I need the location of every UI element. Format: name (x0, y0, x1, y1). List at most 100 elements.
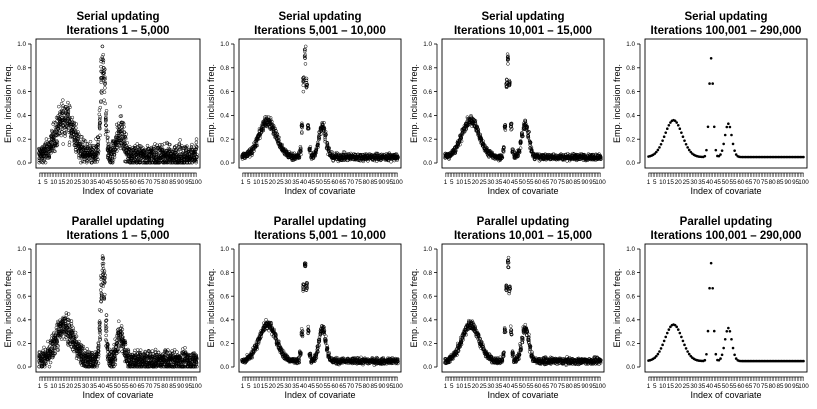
y-tick-label: 0.6 (626, 89, 635, 96)
data-point (723, 133, 727, 137)
data-point (95, 155, 99, 160)
data-point (103, 77, 107, 81)
x-tick-label: 20 (269, 179, 277, 186)
data-point (711, 82, 714, 85)
data-point (162, 160, 167, 165)
x-tick-label: 65 (137, 179, 145, 186)
data-point (253, 143, 257, 148)
y-tick-label: 0.0 (626, 160, 635, 167)
data-point (74, 122, 79, 126)
y-tick-label: 1.0 (17, 41, 26, 48)
data-point (133, 146, 138, 150)
data-point (658, 146, 661, 149)
data-point (93, 149, 97, 154)
data-point (125, 141, 129, 145)
x-tick-label: 15 (58, 179, 66, 186)
data-point (48, 360, 53, 365)
data-point (63, 134, 67, 138)
data-point (61, 120, 65, 125)
data-point (112, 152, 116, 157)
x-tick-label: 65 (137, 383, 145, 390)
data-point (306, 123, 310, 128)
x-tick-label: 5 (653, 179, 657, 186)
data-point (327, 146, 331, 150)
data-point (99, 90, 103, 94)
data-point (102, 98, 106, 102)
data-point (483, 143, 487, 148)
data-points (240, 44, 400, 164)
data-point (304, 76, 309, 81)
x-tick-label: 15 (261, 179, 269, 186)
x-tick-label: 1 (241, 179, 245, 186)
data-point (189, 145, 194, 149)
data-point (96, 145, 100, 149)
data-point (676, 123, 680, 127)
data-point (151, 148, 155, 153)
data-point (158, 148, 162, 152)
data-point (667, 123, 671, 127)
data-point (46, 154, 51, 158)
x-tick-label: 90 (784, 179, 792, 186)
x-tick-label: 40 (706, 179, 714, 186)
chart-title: Serial updating (481, 11, 564, 23)
data-point (49, 141, 53, 145)
data-point (102, 71, 106, 75)
data-point (66, 107, 70, 112)
data-point (730, 133, 733, 137)
y-axis-title: Emp. inclusion freq. (612, 64, 622, 143)
data-point (70, 115, 75, 120)
data-point (268, 116, 273, 120)
data-point (684, 142, 688, 146)
data-point (184, 148, 188, 152)
data-point (304, 78, 309, 83)
data-point (490, 150, 494, 155)
chart-title: Serial updating (278, 11, 361, 23)
x-tick-label: 30 (284, 179, 292, 186)
data-point (70, 120, 75, 124)
data-point (456, 142, 460, 147)
data-point (193, 152, 197, 157)
data-point (106, 153, 111, 157)
data-point (254, 141, 259, 145)
data-point (102, 90, 107, 94)
data-point (97, 122, 102, 127)
x-tick-label: 35 (495, 179, 503, 186)
data-point (728, 125, 732, 129)
data-point (482, 143, 486, 147)
x-tick-label: 20 (675, 179, 683, 186)
data-point (299, 123, 304, 128)
data-point (305, 83, 309, 87)
y-tick-label: 0.4 (423, 113, 432, 120)
data-point (455, 145, 459, 150)
data-point (59, 129, 64, 134)
data-point (47, 364, 52, 369)
data-points (647, 56, 805, 159)
data-point (192, 150, 197, 155)
data-point (662, 135, 666, 139)
data-point (99, 100, 103, 105)
data-point (705, 148, 708, 152)
data-point (664, 131, 668, 134)
data-point (455, 143, 460, 148)
data-point (304, 85, 309, 90)
data-point (457, 139, 462, 144)
data-point (313, 149, 318, 153)
x-tick-label: 35 (90, 179, 98, 186)
x-tick-label: 80 (161, 383, 169, 390)
data-point (137, 148, 141, 153)
y-tick-label: 1.0 (17, 246, 26, 253)
data-point (101, 60, 106, 65)
data-point (686, 146, 689, 149)
x-tick-label: 80 (161, 179, 169, 186)
data-point (55, 140, 60, 144)
data-point (186, 148, 191, 152)
data-point (323, 131, 328, 136)
data-point (258, 136, 262, 141)
x-tick-label: 15 (667, 179, 675, 186)
data-point (656, 148, 660, 152)
data-point (79, 151, 83, 155)
data-point (98, 105, 103, 110)
data-point (167, 157, 171, 162)
data-point (722, 142, 725, 146)
data-point (104, 112, 108, 117)
